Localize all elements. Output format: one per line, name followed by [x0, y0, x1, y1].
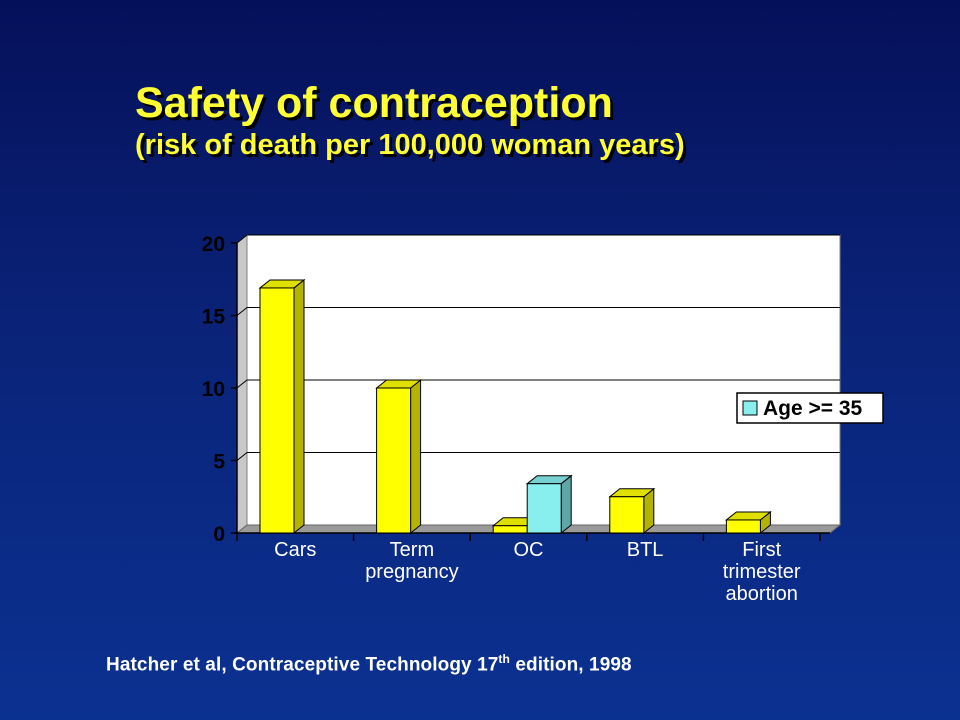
bar-primary [376, 387, 412, 534]
gridline-side [236, 307, 248, 316]
gridline-side [236, 234, 248, 244]
bar-age-35 [526, 483, 562, 534]
slide-title: Safety of contraception (risk of death p… [135, 78, 685, 162]
bar-primary [725, 519, 761, 534]
gridline-side [236, 379, 248, 389]
bar-side-primary [293, 278, 305, 535]
x-tick-label: Cars [274, 539, 316, 561]
citation-text-end: edition, 1998 [509, 654, 632, 676]
bar-primary [609, 496, 645, 534]
y-tick-label: 15 [202, 306, 226, 329]
x-tick-label-line: BTL [627, 539, 664, 561]
x-tick-label: Term pregnancy [365, 539, 458, 583]
bar-primary [259, 287, 295, 534]
x-tick-label-line: First [742, 539, 781, 561]
gridline-side [236, 452, 248, 461]
legend-label: Age >= 35 [763, 397, 863, 420]
y-tick-label: 20 [202, 233, 225, 256]
x-tick-label: BTL [627, 539, 664, 561]
x-tick-label: OC [514, 539, 544, 561]
x-tick-label-line: pregnancy [365, 561, 458, 583]
citation-superscript: th [498, 652, 510, 666]
title-line-2: (risk of death per 100,000 woman years) [135, 129, 685, 161]
x-tick-label-line: Cars [274, 539, 316, 561]
bar-side-age-35 [560, 474, 572, 535]
bar-side-primary [410, 378, 422, 535]
citation-footer: Hatcher et al, Contraceptive Technology … [106, 652, 632, 676]
legend-swatch [742, 400, 758, 416]
x-tick-label-line: trimester [723, 561, 801, 583]
x-tick-label: First trimester abortion [723, 539, 801, 605]
legend-box [736, 392, 884, 424]
y-tick-label: 0 [213, 523, 225, 546]
y-tick-label: 10 [202, 378, 225, 401]
citation-text: Hatcher et al, Contraceptive Technology … [106, 654, 499, 676]
y-tick-label: 5 [213, 451, 225, 474]
x-tick-label-line: abortion [726, 583, 798, 605]
title-line-1: Safety of contraception [135, 79, 613, 127]
bar-primary [492, 525, 528, 534]
x-tick-label-line: Term [390, 539, 434, 561]
x-tick-label-line: OC [514, 539, 544, 561]
